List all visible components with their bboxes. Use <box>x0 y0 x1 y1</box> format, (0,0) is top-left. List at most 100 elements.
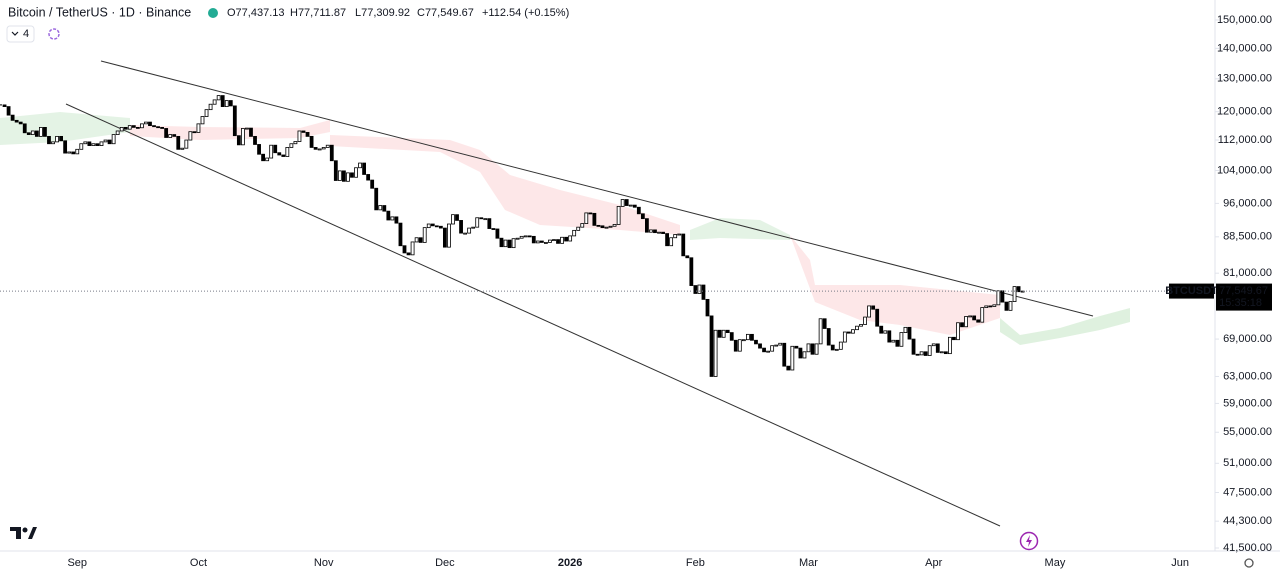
candle <box>26 132 31 135</box>
candle <box>236 135 241 146</box>
candle <box>188 131 193 141</box>
candle <box>261 153 266 162</box>
candle <box>378 205 383 211</box>
candle <box>697 284 702 294</box>
candle <box>899 332 904 347</box>
candle <box>895 339 900 347</box>
candle <box>746 333 750 341</box>
cloud-green <box>1000 308 1130 345</box>
candle <box>948 336 952 355</box>
candle <box>560 236 564 244</box>
tv-logo <box>10 527 37 539</box>
candle <box>152 125 156 128</box>
candle <box>281 154 286 157</box>
candle <box>572 229 577 237</box>
candle <box>297 130 302 142</box>
candle <box>911 338 916 355</box>
candle <box>212 99 217 105</box>
candle <box>721 329 726 338</box>
candle <box>847 331 851 334</box>
candle <box>402 245 407 254</box>
candle <box>535 240 540 244</box>
settings-icon[interactable] <box>1244 558 1254 568</box>
candle <box>305 132 310 137</box>
candle <box>39 126 43 137</box>
candle <box>539 240 544 243</box>
candle <box>366 174 371 181</box>
candle <box>645 218 649 233</box>
candle <box>628 204 633 207</box>
candle <box>568 235 573 242</box>
candle <box>346 172 350 182</box>
y-tick-label: 47,500.00 <box>1223 486 1272 498</box>
candle <box>681 233 686 257</box>
cloud-green <box>0 112 130 145</box>
x-tick-label: Jun <box>1171 557 1189 569</box>
candle <box>459 220 463 234</box>
logo-part <box>10 527 21 539</box>
candle <box>879 325 884 334</box>
candle <box>123 126 128 130</box>
candle <box>426 223 431 229</box>
candle <box>956 322 960 341</box>
ohlc-change: +112.54 (+0.15%) <box>482 7 569 19</box>
x-tick-label: Sep <box>67 557 87 569</box>
candle <box>758 343 762 349</box>
candle <box>144 121 148 125</box>
candle <box>168 134 173 138</box>
candle <box>398 222 403 247</box>
candle <box>826 328 831 346</box>
indicator-toggle[interactable] <box>6 25 35 43</box>
candle <box>592 212 597 226</box>
alert-icon[interactable] <box>1019 531 1039 551</box>
candle <box>394 216 399 224</box>
candle <box>616 205 621 225</box>
cloud-red <box>130 120 330 140</box>
symbol-tag <box>1169 283 1214 299</box>
candle <box>677 233 682 236</box>
y-tick-label: 51,000.00 <box>1223 457 1272 469</box>
status-dot <box>208 8 218 18</box>
candle <box>1016 286 1021 293</box>
candle <box>499 237 504 248</box>
candle <box>891 339 896 343</box>
candle <box>685 255 690 259</box>
candle <box>95 143 100 146</box>
candle <box>127 125 132 130</box>
candle <box>810 343 815 355</box>
candle <box>10 114 15 121</box>
candle <box>952 336 956 341</box>
candle <box>172 134 177 137</box>
candle <box>604 226 609 229</box>
cloud-green <box>690 218 790 240</box>
candle <box>859 324 863 327</box>
candle <box>883 330 888 334</box>
candle <box>992 304 997 307</box>
candle <box>798 347 803 359</box>
candle <box>855 325 859 331</box>
y-tick-label: 81,000.00 <box>1223 267 1272 279</box>
candle <box>47 135 51 145</box>
candle <box>774 344 779 347</box>
candle <box>467 227 472 234</box>
candle <box>139 123 144 129</box>
candle <box>67 151 72 154</box>
candle <box>931 343 936 347</box>
candle <box>289 143 294 148</box>
candle <box>358 162 362 169</box>
ohlc-high: H77,711.87 <box>290 7 346 19</box>
candle <box>18 121 23 125</box>
candle <box>960 322 964 328</box>
candle <box>91 143 96 146</box>
y-tick-label: 150,000.00 <box>1217 14 1272 26</box>
candle <box>733 339 738 352</box>
candle <box>778 342 783 346</box>
y-tick-label: 120,000.00 <box>1217 106 1272 118</box>
candle <box>523 235 528 238</box>
candle <box>317 148 322 151</box>
candle <box>665 233 669 247</box>
candle <box>34 130 39 137</box>
candle <box>487 218 492 229</box>
x-tick-label: 2026 <box>558 557 582 569</box>
